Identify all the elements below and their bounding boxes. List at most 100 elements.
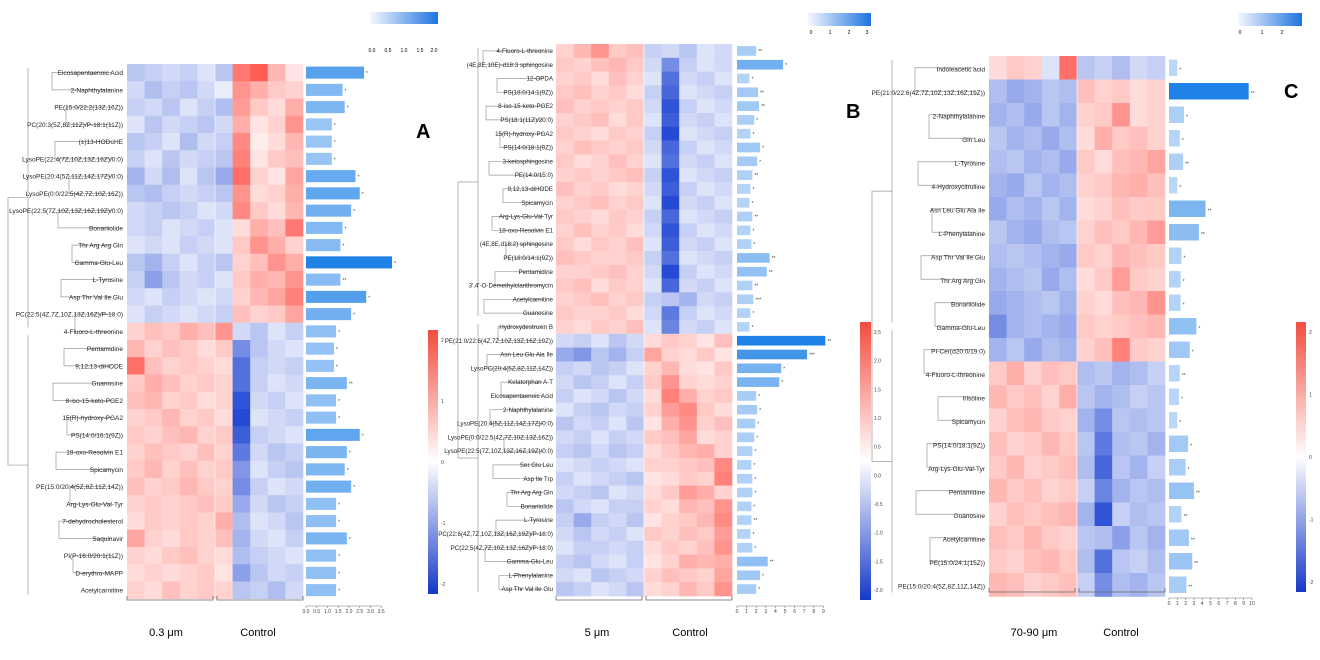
significance-label: * [345, 88, 347, 94]
dendro-branch [934, 302, 975, 327]
heatmap-cell [232, 374, 251, 393]
heatmap-cell [179, 133, 198, 151]
heatmap-cell [591, 44, 610, 59]
heatmap-cell [267, 167, 286, 186]
vip-tick-a-0: 0.0 [369, 48, 376, 54]
row-label: 3-ketosphingosine [503, 158, 554, 165]
vip-tick-c-2: 2 [1281, 30, 1284, 36]
heatmap-cell [162, 219, 181, 237]
heatmap-cell [1129, 126, 1148, 151]
dendro-branch [503, 436, 543, 452]
heatmap-cell [626, 85, 645, 100]
vip-bar [1169, 247, 1182, 264]
heatmap-cell [679, 361, 698, 376]
heatmap-cell [679, 168, 698, 183]
heatmap-cell [696, 223, 715, 238]
heatmap-cell [714, 347, 733, 362]
heatmap-cell [573, 389, 592, 404]
heatmap-cell [1059, 126, 1078, 151]
heatmap-cell [197, 150, 216, 168]
vip-bar [306, 170, 356, 183]
heatmap-cell [626, 292, 645, 307]
heatmap-cell [197, 529, 216, 548]
heatmap-cell [661, 416, 680, 431]
bar-axis-tick-label: 6 [793, 609, 796, 615]
heatmap-cell [1006, 573, 1025, 597]
heatmap-cell [696, 154, 715, 169]
heatmap-cell [696, 568, 715, 583]
heatmap-cell [714, 333, 733, 348]
heatmap-cell [679, 126, 698, 141]
heatmap-cell [989, 150, 1007, 174]
vip-colorbar [1238, 13, 1302, 26]
heatmap-cell [267, 581, 286, 600]
heatmap-cell [127, 443, 145, 462]
heatmap-cell [285, 581, 304, 600]
heatmap-cell [1024, 314, 1043, 339]
heatmap-cell [608, 375, 627, 390]
heatmap-cell [626, 540, 645, 555]
significance-label: * [357, 175, 359, 181]
vip-bar [737, 46, 757, 56]
heatmap-cell [591, 251, 610, 266]
row-label: PC(20:3(5Z,8Z,11Z)/P-18:1(11Z)) [27, 122, 123, 129]
heatmap-cell [696, 168, 715, 183]
heatmap-cell [162, 512, 181, 531]
heatmap-cell [1059, 385, 1078, 409]
heatmap-cell [232, 305, 251, 324]
heatmap-cell [608, 320, 627, 335]
significance-label: * [338, 416, 340, 422]
heatmap-cell [267, 81, 286, 99]
significance-label: * [759, 408, 761, 414]
heatmap-cell [1024, 103, 1043, 127]
significance-label: ** [754, 284, 758, 290]
significance-label: * [759, 159, 761, 165]
heatmap-cell [232, 581, 251, 600]
heatmap-cell [591, 513, 610, 528]
heatmap-cell [215, 581, 233, 600]
heatmap-cell [679, 458, 698, 473]
heatmap-cell [556, 195, 574, 210]
heatmap-cell [215, 529, 233, 548]
vip-bar [306, 480, 352, 493]
heatmap-cell [1077, 291, 1095, 315]
heatmap-cell [714, 140, 733, 155]
heatmap-cell [644, 195, 662, 210]
heatmap-cell [696, 485, 715, 500]
bar-axis-tick-label: 1.0 [324, 609, 331, 615]
heatmap-cell [626, 333, 645, 348]
heatmap-cell [144, 288, 163, 306]
heatmap-cell [267, 133, 286, 151]
heatmap-cell [591, 347, 610, 362]
vip-bar [306, 221, 343, 234]
heat-colorbar-tick: 1.0 [874, 416, 881, 422]
heatmap-cell [626, 182, 645, 197]
heatmap-cell [179, 581, 198, 600]
heatmap-cell [1147, 526, 1166, 550]
heatmap-cell [267, 357, 286, 375]
heatmap-cell [591, 485, 610, 500]
vip-bar [737, 87, 759, 98]
heatmap-cell [215, 478, 233, 496]
heatmap-cell [626, 44, 645, 59]
heatmap-cell [250, 98, 269, 117]
heatmap-cell [1024, 408, 1043, 433]
heatmap-cell [215, 322, 233, 341]
heatmap-cell [144, 478, 163, 496]
row-label: PE(21:0/22:6(4Z,7Z,10Z,13Z,16Z,19Z)) [445, 338, 553, 345]
heatmap-cell [162, 98, 181, 117]
heatmap-cell [573, 292, 592, 307]
heatmap-cell [1094, 408, 1113, 433]
row-label: 4-Fluoro-L-threonine [496, 48, 553, 55]
heatmap-cell [144, 219, 163, 237]
heatmap-cell [989, 526, 1007, 550]
panel-letter-a: A [416, 121, 430, 143]
heatmap-cell [1024, 291, 1043, 315]
heatmap-cell [1094, 103, 1113, 127]
vip-bar [306, 428, 360, 441]
row-label: (4E,8E,10E)-d18:3 sphingosine [467, 62, 554, 69]
vip-bar [737, 184, 751, 194]
row-label: 4-Hydroxycitrulline [932, 184, 986, 191]
heatmap-cell [144, 202, 163, 220]
heatmap-cell [696, 582, 715, 597]
